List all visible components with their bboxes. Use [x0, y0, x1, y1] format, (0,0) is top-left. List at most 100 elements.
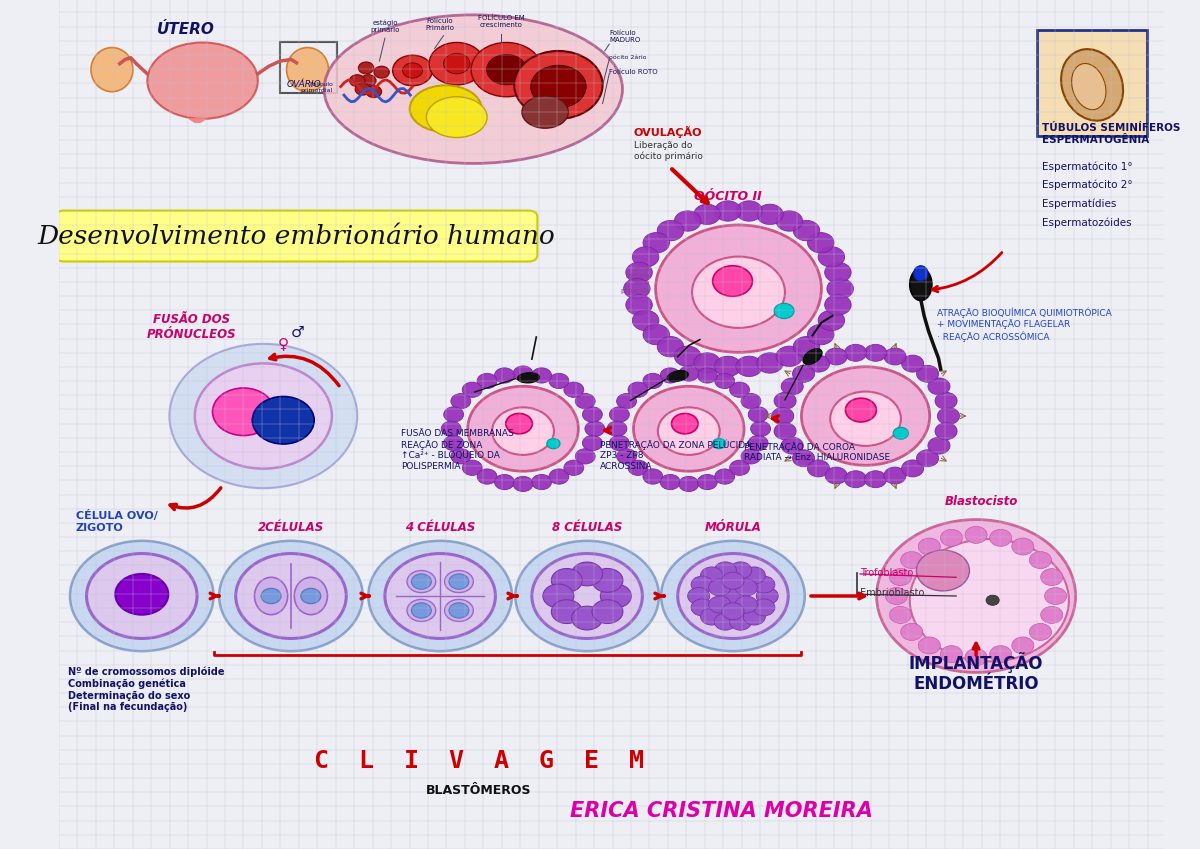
Circle shape [674, 346, 701, 367]
Circle shape [658, 221, 684, 241]
Circle shape [845, 470, 866, 487]
Ellipse shape [287, 48, 329, 92]
Circle shape [478, 374, 497, 389]
Circle shape [928, 437, 950, 454]
Circle shape [965, 649, 988, 666]
Circle shape [918, 637, 941, 654]
Text: OÓCITO II: OÓCITO II [694, 189, 761, 203]
Circle shape [752, 576, 775, 593]
Ellipse shape [407, 599, 436, 621]
Circle shape [793, 221, 820, 241]
Text: ÚTERO: ÚTERO [157, 22, 215, 37]
Circle shape [600, 584, 631, 608]
Circle shape [532, 368, 552, 383]
Circle shape [626, 262, 653, 283]
Circle shape [194, 363, 332, 469]
Circle shape [910, 539, 1069, 661]
Circle shape [86, 554, 197, 638]
Circle shape [679, 366, 698, 381]
Circle shape [808, 355, 829, 372]
Circle shape [494, 475, 515, 490]
Circle shape [864, 345, 887, 362]
Circle shape [846, 398, 876, 422]
Text: Espermatídies: Espermatídies [1043, 199, 1117, 209]
Circle shape [752, 599, 775, 616]
Circle shape [349, 75, 365, 87]
Ellipse shape [91, 48, 133, 92]
Circle shape [935, 423, 958, 440]
Text: oócito 2ário: oócito 2ário [610, 55, 647, 60]
Circle shape [449, 574, 469, 589]
Circle shape [1030, 552, 1051, 569]
Text: Folículo ROTO: Folículo ROTO [610, 69, 658, 75]
Circle shape [542, 584, 574, 608]
Circle shape [757, 205, 784, 225]
Circle shape [917, 550, 970, 591]
Text: MÓRULA: MÓRULA [704, 520, 762, 534]
Ellipse shape [444, 571, 473, 593]
Circle shape [678, 554, 788, 638]
Circle shape [385, 554, 496, 638]
Text: TÚBULOS SEMINÍFEROS
ESPERMATOGÊNIA: TÚBULOS SEMINÍFEROS ESPERMATOGÊNIA [1043, 123, 1181, 144]
Circle shape [643, 233, 670, 253]
Circle shape [628, 382, 648, 397]
Circle shape [451, 448, 470, 464]
Circle shape [584, 421, 605, 436]
Text: C  L  I  V  A  G  E  M: C L I V A G E M [314, 750, 644, 773]
Circle shape [722, 572, 744, 589]
Circle shape [901, 355, 924, 372]
Circle shape [1040, 569, 1063, 586]
Circle shape [449, 603, 469, 618]
Text: PENETRAÇÃO DA COROA
RADIATA → Enz. HIALURONIDASE: PENETRAÇÃO DA COROA RADIATA → Enz. HIALU… [744, 441, 890, 462]
Circle shape [808, 233, 834, 253]
Circle shape [701, 608, 722, 625]
Circle shape [582, 407, 602, 422]
Circle shape [864, 470, 887, 487]
Circle shape [628, 460, 648, 475]
Circle shape [749, 436, 768, 451]
Circle shape [468, 386, 578, 471]
Circle shape [632, 310, 659, 330]
Circle shape [252, 396, 314, 444]
Circle shape [827, 278, 853, 299]
Circle shape [818, 310, 845, 330]
Circle shape [430, 42, 485, 85]
Text: Desenvolvimento embrionário humano: Desenvolvimento embrionário humano [37, 223, 556, 249]
Circle shape [444, 407, 463, 422]
Ellipse shape [910, 268, 932, 301]
Circle shape [808, 460, 829, 477]
Circle shape [884, 467, 906, 484]
Circle shape [551, 599, 582, 623]
Ellipse shape [148, 42, 258, 119]
Text: OVULAÇÃO: OVULAÇÃO [634, 126, 702, 138]
Text: FUSÃO DAS MEMBRANAS
REAÇÃO DE ZONA
↑Ca²⁺ - BLOQUEIO DA
POLISPERMIA: FUSÃO DAS MEMBRANAS REAÇÃO DE ZONA ↑Ca²⁺… [402, 430, 515, 470]
Text: 8 CÉLULAS: 8 CÉLULAS [552, 520, 623, 534]
Circle shape [492, 408, 554, 455]
Circle shape [575, 394, 595, 409]
Ellipse shape [324, 15, 623, 164]
Circle shape [402, 63, 422, 78]
Circle shape [115, 574, 168, 615]
Circle shape [688, 588, 709, 604]
Ellipse shape [803, 349, 822, 364]
Circle shape [793, 336, 820, 357]
Circle shape [941, 645, 962, 662]
Circle shape [661, 541, 805, 651]
Circle shape [672, 413, 698, 434]
Circle shape [714, 562, 737, 579]
Circle shape [917, 365, 938, 382]
Circle shape [360, 75, 376, 87]
Text: 2CÉLULAS: 2CÉLULAS [258, 520, 324, 534]
Circle shape [722, 603, 744, 620]
Circle shape [70, 541, 214, 651]
Text: zona
pelúcida: zona pelúcida [620, 280, 650, 294]
Circle shape [359, 62, 374, 74]
Ellipse shape [426, 97, 487, 138]
Circle shape [658, 408, 720, 455]
Ellipse shape [913, 266, 928, 281]
Circle shape [366, 86, 382, 98]
Text: zona
radiata: zona radiata [625, 267, 650, 279]
Text: BLASTÔMEROS: BLASTÔMEROS [426, 784, 532, 797]
Circle shape [392, 55, 432, 86]
Circle shape [715, 201, 742, 222]
